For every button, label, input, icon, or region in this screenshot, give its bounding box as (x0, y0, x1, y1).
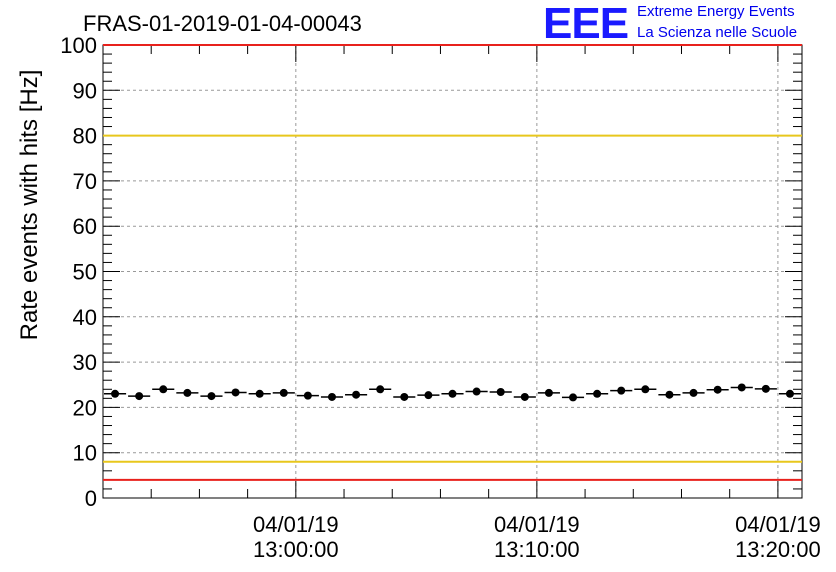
data-point (183, 388, 192, 397)
data-point (520, 392, 529, 401)
y-tick-label: 60 (73, 214, 97, 239)
data-point (279, 388, 288, 397)
data-point (665, 390, 674, 399)
data-point (569, 393, 578, 402)
data-point (713, 385, 722, 394)
x-tick-label-time: 13:20:00 (735, 537, 821, 562)
data-point (544, 388, 553, 397)
y-tick-label: 0 (85, 486, 97, 511)
data-point (303, 391, 312, 400)
data-point (255, 389, 264, 398)
data-point (496, 387, 505, 396)
data-point (424, 391, 433, 400)
data-point (617, 386, 626, 395)
y-tick-label: 30 (73, 350, 97, 375)
x-tick-label-time: 13:00:00 (253, 537, 339, 562)
eee-logo: EEE (543, 0, 629, 48)
y-tick-label: 80 (73, 124, 97, 149)
y-tick-label: 50 (73, 260, 97, 285)
data-point (159, 385, 168, 394)
x-tick-label-time: 13:10:00 (494, 537, 580, 562)
x-tick-label-date: 04/01/19 (253, 512, 339, 537)
data-point (352, 390, 361, 399)
data-point (737, 383, 746, 392)
y-tick-label: 10 (73, 441, 97, 466)
data-point (761, 384, 770, 393)
data-point (400, 392, 409, 401)
data-point (641, 385, 650, 394)
data-point (135, 392, 144, 401)
data-point (207, 392, 216, 401)
x-tick-label-date: 04/01/19 (494, 512, 580, 537)
logo-caption-line1: Extreme Energy Events (637, 3, 795, 20)
y-tick-label: 90 (73, 78, 97, 103)
data-point (448, 389, 457, 398)
data-point (689, 388, 698, 397)
y-tick-label: 100 (60, 33, 97, 58)
y-tick-label: 70 (73, 169, 97, 194)
data-point (231, 388, 240, 397)
y-tick-label: 20 (73, 395, 97, 420)
chart-title: FRAS-01-2019-01-04-00043 (83, 11, 362, 36)
data-point (111, 389, 120, 398)
x-tick-label-date: 04/01/19 (735, 512, 821, 537)
logo-caption-line2: La Scienza nelle Scuole (637, 24, 798, 41)
data-point (376, 385, 385, 394)
data-point (593, 389, 602, 398)
y-tick-label: 40 (73, 305, 97, 330)
data-point (472, 387, 481, 396)
data-point (327, 392, 336, 401)
data-point (785, 389, 794, 398)
